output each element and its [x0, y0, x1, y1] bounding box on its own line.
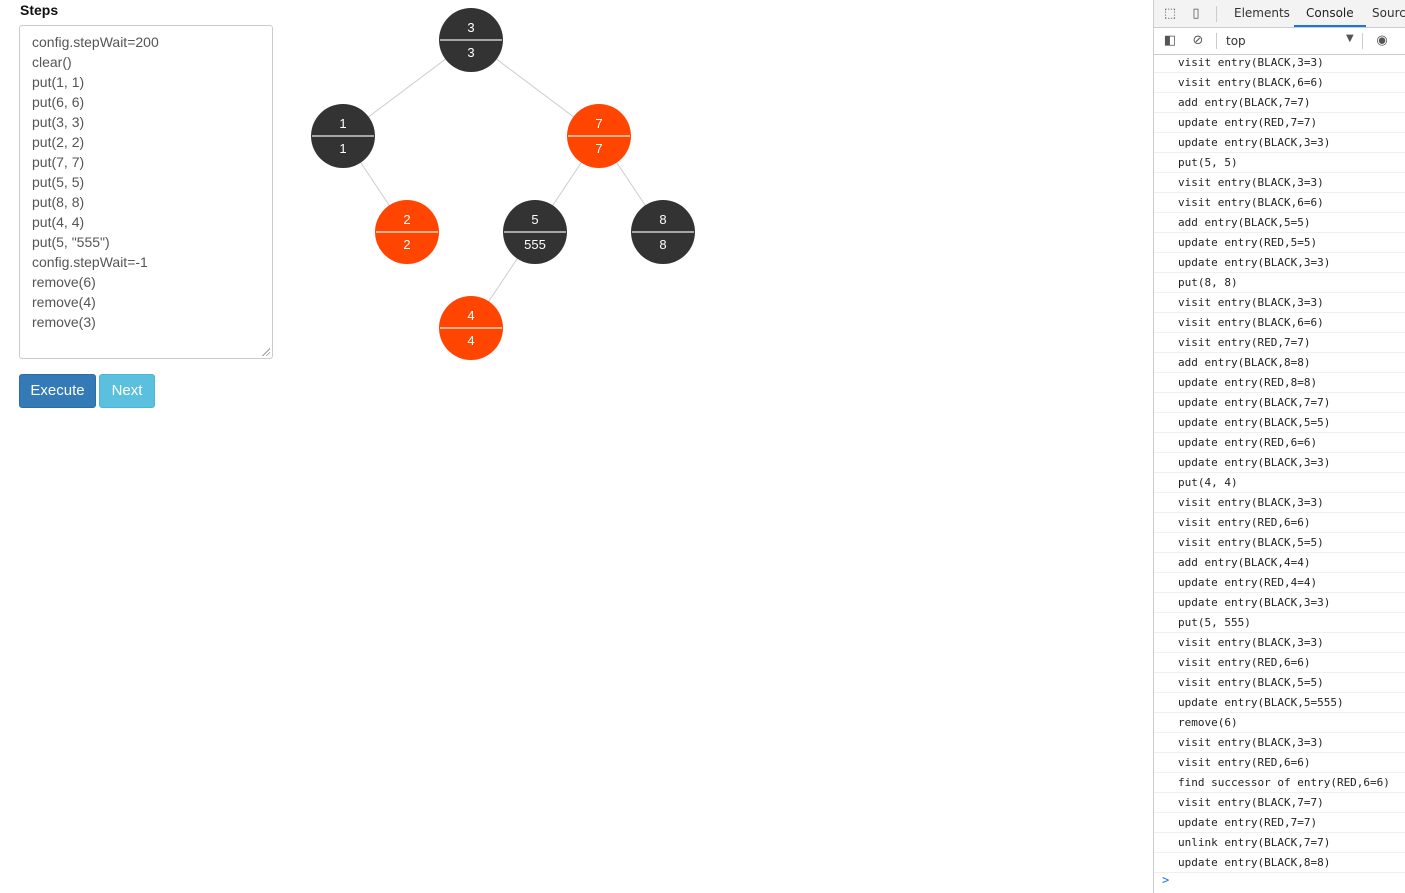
tree-node-4: 44 — [439, 296, 503, 360]
node-key: 2 — [403, 212, 410, 227]
tree-node-7: 77 — [567, 104, 631, 168]
tree-node-1: 11 — [311, 104, 375, 168]
node-value: 4 — [467, 333, 474, 348]
console-line: add entry(BLACK,5=5) — [1154, 213, 1405, 233]
console-prompt-icon[interactable]: > — [1162, 873, 1170, 887]
console-line: add entry(BLACK,4=4) — [1154, 553, 1405, 573]
node-key: 7 — [595, 116, 602, 131]
node-value: 555 — [524, 237, 546, 252]
console-line: update entry(BLACK,3=3) — [1154, 253, 1405, 273]
console-line: update entry(BLACK,3=3) — [1154, 593, 1405, 613]
console-line: remove(6) — [1154, 713, 1405, 733]
console-line: visit entry(RED,6=6) — [1154, 653, 1405, 673]
step-line: config.stepWait=200 — [32, 34, 159, 50]
console-line: update entry(RED,6=6) — [1154, 433, 1405, 453]
console-line: visit entry(BLACK,6=6) — [1154, 193, 1405, 213]
step-line: clear() — [32, 54, 72, 70]
step-line: remove(3) — [32, 314, 96, 330]
console-line: update entry(BLACK,3=3) — [1154, 133, 1405, 153]
device-toolbar-icon[interactable]: ▯ — [1192, 6, 1200, 21]
step-line: put(2, 2) — [32, 134, 85, 150]
node-value: 1 — [339, 141, 346, 156]
console-line: unlink entry(BLACK,7=7) — [1154, 833, 1405, 853]
console-line: add entry(BLACK,7=7) — [1154, 93, 1405, 113]
node-key: 5 — [531, 212, 538, 227]
console-line: visit entry(BLACK,5=5) — [1154, 533, 1405, 553]
node-value: 7 — [595, 141, 602, 156]
console-line: put(5, 5) — [1154, 153, 1405, 173]
step-line: put(6, 6) — [32, 94, 85, 110]
console-line: update entry(BLACK,5=555) — [1154, 693, 1405, 713]
console-line: update entry(BLACK,8=8) — [1154, 853, 1405, 873]
console-line: put(4, 4) — [1154, 473, 1405, 493]
node-key: 3 — [467, 20, 474, 35]
console-messages: visit entry(BLACK,3=3) visit entry(BLACK,… — [1154, 53, 1405, 873]
node-key: 4 — [467, 308, 474, 323]
chevron-down-icon[interactable]: ▼ — [1346, 33, 1354, 44]
step-line: config.stepWait=-1 — [32, 254, 148, 270]
console-line: put(5, 555) — [1154, 613, 1405, 633]
devtools-tabbar: ⬚ ▯ Elements Console Sources — [1154, 0, 1405, 28]
console-line: visit entry(BLACK,3=3) — [1154, 53, 1405, 73]
console-line: visit entry(BLACK,3=3) — [1154, 293, 1405, 313]
console-line: update entry(RED,7=7) — [1154, 113, 1405, 133]
console-line: visit entry(BLACK,5=5) — [1154, 673, 1405, 693]
node-value: 3 — [467, 45, 474, 60]
step-line: put(5, "555") — [32, 234, 110, 250]
resize-grip-icon[interactable] — [262, 348, 270, 356]
console-line: update entry(BLACK,3=3) — [1154, 453, 1405, 473]
console-line: find successor of entry(RED,6=6) — [1154, 773, 1405, 793]
inspect-element-icon[interactable]: ⬚ — [1163, 6, 1177, 21]
console-line: visit entry(RED,6=6) — [1154, 513, 1405, 533]
console-line: visit entry(BLACK,3=3) — [1154, 493, 1405, 513]
execute-button[interactable]: Execute — [19, 374, 96, 408]
step-line: put(1, 1) — [32, 74, 85, 90]
console-line: visit entry(RED,7=7) — [1154, 333, 1405, 353]
tree-canvas: 3 3 1 1 7 7 2 2 5 555 8 8 4 4 — [311, 8, 695, 360]
step-line: put(7, 7) — [32, 154, 85, 170]
steps-textarea[interactable]: config.stepWait=200 clear() put(1, 1) put(6… — [19, 25, 273, 359]
console-line: put(8, 8) — [1154, 273, 1405, 293]
sidebar-toggle-icon[interactable]: ◧ — [1163, 33, 1177, 48]
tab-console[interactable]: Console — [1294, 0, 1366, 27]
console-line: visit entry(BLACK,3=3) — [1154, 633, 1405, 653]
step-line: remove(6) — [32, 274, 96, 290]
console-line: visit entry(BLACK,7=7) — [1154, 793, 1405, 813]
tab-elements[interactable]: Elements — [1234, 6, 1290, 20]
step-line: put(8, 8) — [32, 194, 85, 210]
devtools-panel: ⬚ ▯ Elements Console Sources ◧ ⊘ top ▼ ◉… — [1153, 0, 1405, 893]
step-line: put(3, 3) — [32, 114, 85, 130]
console-line: visit entry(BLACK,3=3) — [1154, 733, 1405, 753]
tree-node-3: 33 — [439, 8, 503, 72]
tree-node-2: 22 — [375, 200, 439, 264]
console-line: visit entry(BLACK,6=6) — [1154, 313, 1405, 333]
context-selector[interactable]: top — [1226, 34, 1246, 48]
node-value: 2 — [403, 237, 410, 252]
console-line: visit entry(BLACK,3=3) — [1154, 173, 1405, 193]
tree-node-8: 88 — [631, 200, 695, 264]
steps-title: Steps — [20, 2, 59, 18]
console-line: update entry(RED,5=5) — [1154, 233, 1405, 253]
tab-sources[interactable]: Sources — [1372, 6, 1405, 20]
console-line: visit entry(BLACK,6=6) — [1154, 73, 1405, 93]
console-line: update entry(BLACK,5=5) — [1154, 413, 1405, 433]
clear-console-icon[interactable]: ⊘ — [1192, 33, 1204, 48]
console-line: update entry(RED,7=7) — [1154, 813, 1405, 833]
step-line: put(5, 5) — [32, 174, 85, 190]
console-line: update entry(RED,8=8) — [1154, 373, 1405, 393]
eye-icon[interactable]: ◉ — [1376, 33, 1388, 48]
node-key: 8 — [659, 212, 666, 227]
step-line: put(4, 4) — [32, 214, 85, 230]
step-line: remove(4) — [32, 294, 96, 310]
console-line: update entry(RED,4=4) — [1154, 573, 1405, 593]
console-line: add entry(BLACK,8=8) — [1154, 353, 1405, 373]
next-button[interactable]: Next — [99, 374, 155, 408]
node-value: 8 — [659, 237, 666, 252]
console-toolbar: ◧ ⊘ top ▼ ◉ — [1154, 28, 1405, 55]
console-line: update entry(BLACK,7=7) — [1154, 393, 1405, 413]
node-key: 1 — [339, 116, 346, 131]
console-line: visit entry(RED,6=6) — [1154, 753, 1405, 773]
